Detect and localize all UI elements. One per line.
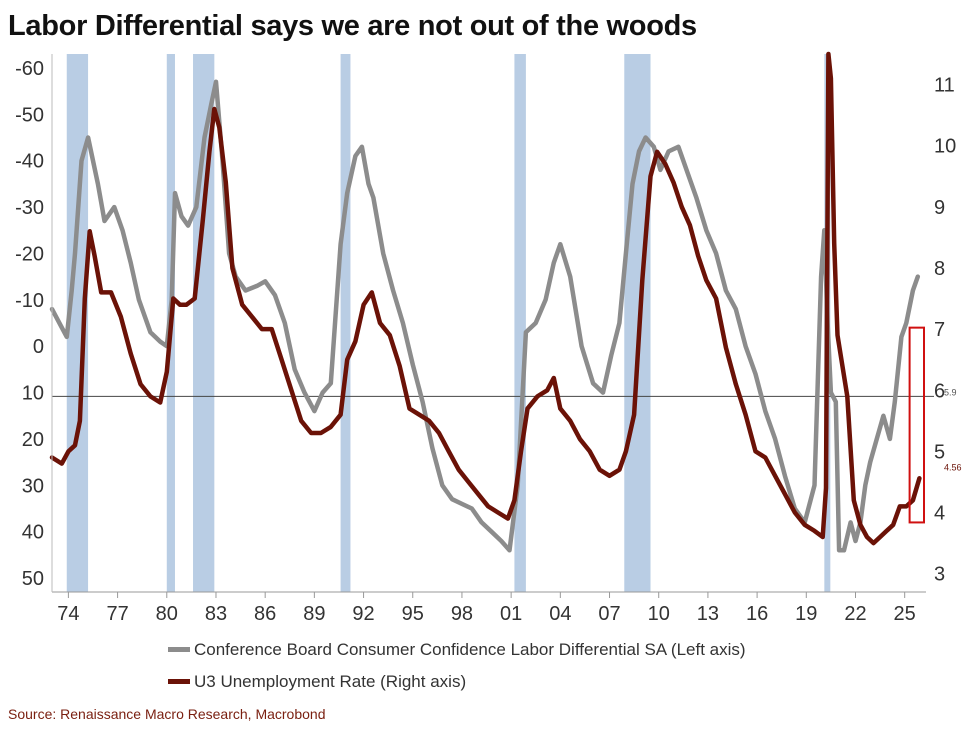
left-tick-label: 10 <box>22 383 44 405</box>
legend-swatch-differential <box>168 647 190 653</box>
series-line-differential <box>49 79 921 553</box>
x-tick-label: 19 <box>795 603 817 625</box>
legend-label-differential: Conference Board Consumer Confidence Lab… <box>194 640 746 659</box>
x-tick-label: 95 <box>402 603 424 625</box>
x-axis-ticks: 74 77 80 83 86 89 92 95 98 01 04 07 10 13 16 19 22 25 <box>57 592 916 625</box>
right-tick-label: 9 <box>934 197 945 219</box>
x-tick-label: 83 <box>205 603 227 625</box>
x-tick-label: 01 <box>500 603 522 625</box>
x-tick-label: 98 <box>451 603 473 625</box>
left-tick-label: 50 <box>22 568 44 590</box>
source-note: Source: Renaissance Macro Research, Macr… <box>8 706 326 722</box>
right-tick-label: 10 <box>934 136 956 158</box>
right-tick-label: 5 <box>934 441 945 463</box>
recession-band <box>340 54 351 592</box>
legend-label-unemployment: U3 Unemployment Rate (Right axis) <box>194 672 467 691</box>
right-tick-label: 6 <box>934 380 945 402</box>
x-tick-label: 89 <box>303 603 325 625</box>
x-tick-label: 74 <box>57 603 79 625</box>
right-tick-label: 11 <box>934 75 955 97</box>
right-tick-label: 3 <box>934 564 945 586</box>
x-tick-label: 04 <box>549 603 571 625</box>
highlight-box <box>908 326 925 524</box>
end-label-unemployment: 4.56 <box>944 462 962 472</box>
series-lines <box>49 51 922 553</box>
legend-swatch-unemployment <box>168 679 190 685</box>
x-tick-label: 77 <box>106 603 128 625</box>
left-tick-label: -10 <box>15 290 44 312</box>
recession-band <box>514 54 526 592</box>
left-tick-label: 40 <box>22 522 44 544</box>
x-tick-label: 16 <box>746 603 768 625</box>
x-tick-label: 22 <box>844 603 866 625</box>
right-tick-label: 7 <box>934 319 945 341</box>
recession-bands <box>66 54 831 592</box>
x-tick-label: 80 <box>156 603 178 625</box>
annotations: 5.9 4.56 <box>908 326 962 524</box>
left-tick-label: -50 <box>15 104 44 126</box>
x-tick-label: 25 <box>894 603 916 625</box>
x-tick-label: 92 <box>352 603 374 625</box>
left-tick-label: 20 <box>22 429 44 451</box>
legend-item-unemployment: U3 Unemployment Rate (Right axis) <box>168 672 466 692</box>
legend-item-differential: Conference Board Consumer Confidence Lab… <box>168 640 746 660</box>
right-tick-label: 4 <box>934 503 945 525</box>
right-tick-label: 8 <box>934 258 945 280</box>
left-tick-label: -20 <box>15 243 44 265</box>
right-axis-ticks: 11 10 9 8 7 6 5 4 3 <box>934 75 956 586</box>
x-tick-label: 07 <box>598 603 620 625</box>
left-tick-label: -30 <box>15 197 44 219</box>
axes <box>51 54 926 593</box>
x-tick-label: 10 <box>648 603 670 625</box>
left-axis-ticks: -60 -50 -40 -30 -20 -10 0 10 20 30 40 50 <box>15 58 44 590</box>
recession-band <box>624 54 651 592</box>
x-tick-label: 13 <box>697 603 719 625</box>
left-tick-label: -60 <box>15 58 44 80</box>
x-tick-label: 86 <box>254 603 276 625</box>
left-tick-label: 30 <box>22 475 44 497</box>
left-tick-label: -40 <box>15 151 44 173</box>
series-line-unemployment <box>49 51 922 546</box>
chart-title: Labor Differential says we are not out o… <box>8 10 697 42</box>
end-label-reference: 5.9 <box>944 387 957 397</box>
recession-band <box>66 54 89 592</box>
left-tick-label: 0 <box>33 336 44 358</box>
